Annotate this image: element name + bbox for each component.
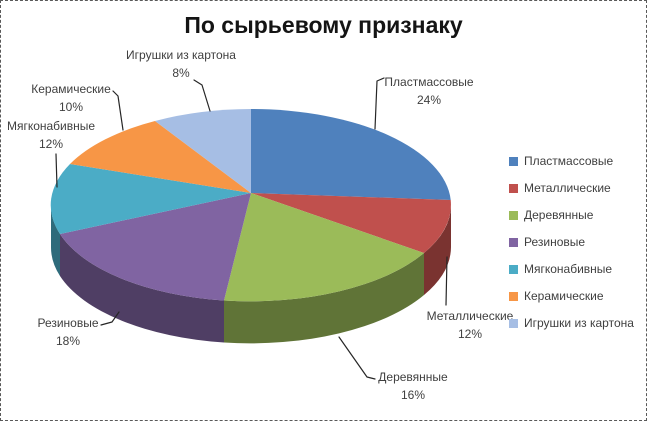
data-label-name: Мягконабивные bbox=[6, 119, 96, 133]
pie-slice-plastmassovye[interactable] bbox=[251, 109, 451, 200]
legend-item-igrushki-iz-kartona[interactable]: Игрушки из картона bbox=[509, 314, 634, 332]
data-label-name: Резиновые bbox=[37, 316, 99, 330]
pie-side-metallicheskie bbox=[424, 205, 451, 295]
legend-item-derevyannye[interactable]: Деревянные bbox=[509, 206, 634, 224]
legend-label: Металлические bbox=[524, 181, 611, 195]
data-label-derevyannye[interactable]: Деревянные 16% bbox=[378, 368, 447, 404]
data-label-value: 16% bbox=[400, 388, 426, 402]
legend-label: Мягконабивные bbox=[524, 262, 613, 276]
data-label-name: Металлические bbox=[426, 309, 514, 323]
legend-item-plastmassovye[interactable]: Пластмассовые bbox=[509, 152, 634, 170]
legend-label: Деревянные bbox=[524, 208, 594, 222]
data-label-metallicheskie[interactable]: Металлические 12% bbox=[427, 307, 514, 343]
legend-swatch bbox=[509, 264, 518, 274]
pie-slice-keramicheskie[interactable] bbox=[70, 121, 251, 193]
leader-line-metallicheskie bbox=[445, 256, 448, 306]
data-label-value: 12% bbox=[457, 327, 483, 341]
data-label-name: Пластмассовые bbox=[384, 75, 474, 89]
legend-label: Резиновые bbox=[524, 235, 586, 249]
data-label-name: Керамические bbox=[31, 82, 111, 96]
data-label-name: Игрушки из картона bbox=[126, 48, 236, 62]
legend-item-keramicheskie[interactable]: Керамические bbox=[509, 287, 634, 305]
data-label-value: 18% bbox=[55, 334, 81, 348]
leader-line-igrushki-iz-kartona bbox=[193, 79, 211, 112]
legend-swatch bbox=[509, 210, 518, 220]
pie-slice-rezinovye[interactable] bbox=[60, 193, 251, 301]
leader-line-myagkonabivnye bbox=[55, 153, 58, 188]
leader-line-rezinovye bbox=[100, 311, 120, 326]
chart-title[interactable]: По сырьевому признаку bbox=[184, 12, 463, 38]
data-label-value: 8% bbox=[172, 66, 190, 80]
data-label-value: 10% bbox=[58, 100, 84, 114]
pie-side-derevyannye bbox=[224, 253, 424, 344]
leader-line-plastmassovye bbox=[374, 77, 385, 130]
legend-item-myagkonabivnye[interactable]: Мягконабивные bbox=[509, 260, 634, 278]
legend-swatch bbox=[509, 318, 518, 328]
pie-side-myagkonabivnye bbox=[50, 205, 60, 276]
data-label-name: Деревянные bbox=[378, 370, 448, 384]
legend-item-metallicheskie[interactable]: Металлические bbox=[509, 179, 634, 197]
pie-slice-derevyannye[interactable] bbox=[224, 193, 424, 302]
legend-swatch bbox=[509, 237, 518, 247]
leader-line-keramicheskie bbox=[112, 90, 124, 131]
legend-label: Игрушки из картона bbox=[524, 316, 634, 330]
legend-item-rezinovye[interactable]: Резиновые bbox=[509, 233, 634, 251]
data-label-myagkonabivnye[interactable]: Мягконабивные 12% bbox=[7, 117, 95, 153]
legend-swatch bbox=[509, 183, 518, 193]
legend-label: Керамические bbox=[524, 289, 604, 303]
data-label-value: 12% bbox=[38, 137, 64, 151]
data-label-igrushki-iz-kartona[interactable]: Игрушки из картона 8% bbox=[126, 46, 236, 82]
pie-side-rezinovye bbox=[60, 234, 224, 343]
data-label-rezinovye[interactable]: Резиновые 18% bbox=[37, 314, 98, 350]
pie-slice-igrushki-iz-kartona[interactable] bbox=[155, 109, 251, 193]
legend-swatch bbox=[509, 156, 518, 166]
pie-slice-metallicheskie[interactable] bbox=[251, 193, 451, 253]
legend-swatch bbox=[509, 291, 518, 301]
data-label-keramicheskie[interactable]: Керамические 10% bbox=[31, 80, 111, 116]
data-label-plastmassovye[interactable]: Пластмассовые 24% bbox=[384, 73, 473, 109]
chart-legend: Пластмассовые Металлические Деревянные Р… bbox=[509, 152, 634, 341]
leader-line-derevyannye bbox=[338, 336, 376, 380]
pie-slice-myagkonabivnye[interactable] bbox=[50, 164, 251, 234]
legend-label: Пластмассовые bbox=[524, 154, 614, 168]
data-label-value: 24% bbox=[416, 93, 442, 107]
